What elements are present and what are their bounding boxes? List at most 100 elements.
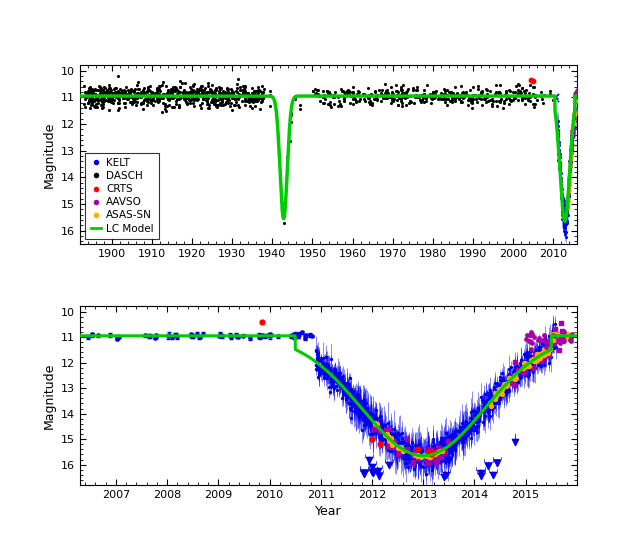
Point [513, 372, 524, 381]
Point [351, 406, 362, 415]
Point [526, 338, 536, 347]
Point [327, 382, 337, 390]
Point [476, 407, 486, 416]
Point [135, 100, 146, 108]
Point [353, 87, 363, 95]
Point [413, 451, 423, 459]
Point [567, 136, 577, 145]
Point [462, 423, 472, 432]
Point [570, 95, 581, 104]
Point [501, 384, 512, 393]
Point [228, 94, 238, 102]
Point [567, 129, 578, 137]
Point [535, 355, 545, 364]
Point [384, 461, 394, 470]
Point [378, 430, 388, 439]
Point [317, 98, 328, 107]
Point [153, 82, 163, 90]
Point [377, 429, 387, 438]
Point [568, 126, 578, 135]
Point [494, 387, 504, 396]
Point [495, 373, 505, 382]
Point [365, 100, 375, 108]
Point [399, 93, 410, 102]
Point [470, 91, 480, 100]
Point [526, 328, 536, 337]
Point [569, 112, 579, 121]
Point [393, 450, 403, 458]
Point [470, 417, 481, 426]
Point [185, 88, 195, 96]
Point [456, 431, 467, 439]
Point [173, 88, 183, 97]
Point [335, 373, 345, 382]
Point [104, 91, 114, 100]
Point [88, 95, 99, 104]
Point [419, 98, 429, 106]
Point [87, 99, 97, 107]
Point [524, 88, 535, 97]
Point [353, 405, 363, 414]
Point [553, 334, 563, 342]
Point [520, 364, 530, 373]
Point [425, 452, 435, 461]
Point [538, 335, 548, 344]
Point [188, 90, 198, 99]
Point [485, 95, 495, 104]
Point [544, 348, 554, 357]
Point [511, 82, 521, 90]
Point [547, 328, 558, 337]
Point [407, 443, 417, 451]
Point [511, 370, 521, 379]
Point [557, 185, 567, 193]
Point [359, 397, 369, 406]
Point [563, 199, 573, 208]
Point [374, 419, 384, 427]
Point [129, 87, 140, 95]
Point [117, 88, 128, 96]
Point [425, 92, 435, 100]
Point [562, 205, 572, 214]
Point [405, 453, 415, 462]
Point [544, 350, 554, 359]
Point [354, 398, 364, 407]
Point [121, 90, 131, 99]
Point [160, 105, 170, 113]
Point [155, 92, 165, 101]
Point [326, 102, 336, 111]
Point [479, 405, 489, 414]
Point [351, 407, 362, 415]
Point [188, 99, 198, 107]
Point [174, 88, 185, 96]
Point [428, 434, 438, 443]
Point [491, 88, 501, 96]
Point [501, 377, 512, 386]
Point [324, 371, 335, 379]
Point [244, 95, 254, 104]
Point [231, 86, 241, 95]
Point [146, 331, 156, 340]
Point [223, 89, 233, 98]
Point [182, 92, 192, 100]
Point [114, 104, 124, 112]
Point [391, 81, 401, 89]
Point [347, 398, 357, 407]
Point [558, 205, 568, 214]
Point [538, 350, 549, 359]
Point [519, 359, 529, 367]
Point [88, 97, 99, 106]
Point [454, 427, 464, 436]
Point [112, 90, 122, 99]
Point [463, 428, 474, 437]
Point [318, 92, 328, 101]
Point [392, 445, 402, 453]
Point [150, 92, 160, 100]
Point [243, 89, 253, 98]
Point [391, 87, 401, 95]
Point [488, 389, 499, 398]
Point [376, 435, 386, 444]
Point [353, 391, 363, 400]
Point [537, 350, 547, 359]
Point [215, 330, 226, 338]
Point [515, 373, 525, 382]
